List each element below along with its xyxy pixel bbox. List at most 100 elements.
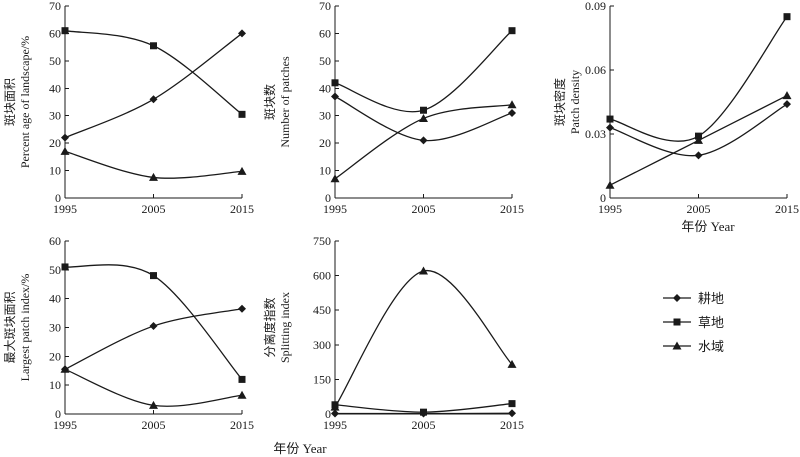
square-marker-icon — [673, 318, 681, 326]
data-point-diamond — [61, 133, 69, 142]
y-tick-label: 300 — [313, 338, 331, 352]
data-point-square — [606, 115, 614, 123]
y-tick-label: 40 — [49, 292, 61, 306]
y-tick-label: 60 — [49, 234, 61, 248]
y-tick-label: 450 — [313, 303, 331, 317]
data-point-triangle — [237, 166, 247, 175]
data-point-diamond — [419, 136, 428, 145]
y-tick-label: 20 — [49, 349, 61, 363]
chart-percent-of-landscape: 斑块面积 Percent age of landscape/% 0 10 20 30 4… — [3, 0, 254, 216]
y-tick-label: 50 — [49, 263, 61, 277]
y-tick-label: 40 — [49, 81, 61, 95]
data-point-triangle — [60, 364, 70, 373]
x-tick-label: 2005 — [412, 202, 436, 216]
legend-item-water: 水域 — [663, 339, 724, 354]
y-tick-label: 0.03 — [585, 127, 606, 141]
legend-item-grassland: 草地 — [663, 315, 724, 330]
x-tick-label: 1995 — [53, 202, 77, 216]
data-point-diamond — [783, 100, 791, 109]
x-tick-label: 2005 — [142, 418, 166, 432]
data-point-triangle — [419, 266, 428, 275]
y-tick-label: 0 — [600, 191, 606, 205]
y-tick-label: 0.06 — [585, 63, 606, 77]
data-point-triangle — [694, 135, 703, 144]
x-tick-label: 1995 — [598, 202, 622, 216]
y-tick-label: 750 — [313, 234, 331, 248]
x-axis-label-bottom: 年份 Year — [273, 441, 327, 456]
y-tick-label: 600 — [313, 269, 331, 283]
series-line — [334, 30, 513, 113]
data-point-diamond — [508, 108, 516, 117]
y-tick-label: 40 — [319, 81, 331, 95]
data-point-triangle — [149, 172, 158, 181]
data-point-triangle — [782, 91, 792, 100]
y-tick-label: 30 — [49, 109, 61, 123]
y-axis-label-cn: 斑块密度 — [552, 78, 567, 126]
data-point-diamond — [331, 409, 339, 418]
data-point-square — [150, 42, 157, 50]
triangle-marker-icon — [672, 341, 682, 350]
x-tick-label: 1995 — [53, 418, 77, 432]
y-tick-label: 70 — [319, 0, 331, 13]
data-point-triangle — [605, 180, 615, 189]
y-tick-label: 10 — [319, 164, 331, 178]
data-point-triangle — [419, 113, 428, 122]
x-tick-label: 2005 — [142, 202, 166, 216]
y-tick-label: 10 — [49, 378, 61, 392]
data-point-square — [238, 110, 246, 118]
data-point-square — [783, 13, 791, 21]
data-point-diamond — [238, 304, 246, 313]
y-tick-label: 60 — [49, 26, 61, 40]
y-tick-label: 150 — [313, 372, 331, 386]
y-axis-label-cn: 斑块面积 — [3, 78, 17, 126]
legend-item-cropland: 耕地 — [663, 291, 724, 306]
data-point-square — [331, 79, 339, 87]
chart-largest-patch-index: 最大斑块面积 Largest patch index/% 0 10 20 30 40 50… — [3, 234, 254, 432]
x-tick-label: 2015 — [500, 418, 524, 432]
series-line — [64, 308, 243, 370]
y-axis-label-en: Percent age of landscape/% — [18, 36, 32, 168]
y-tick-label: 20 — [319, 136, 331, 150]
y-axis-label-en: Splitting index — [278, 292, 292, 363]
diamond-marker-icon — [673, 294, 681, 302]
chart-number-of-patches: 斑块数 Number of patches 0 10 20 30 40 50 60 70 199… — [262, 0, 524, 216]
data-point-diamond — [149, 95, 158, 104]
x-tick-label: 1995 — [323, 202, 347, 216]
y-axis-label-cn: 最大斑块面积 — [3, 291, 17, 363]
x-tick-label: 2005 — [687, 202, 711, 216]
y-axis-label-cn: 斑块数 — [262, 84, 277, 120]
data-point-square — [61, 27, 69, 35]
data-point-triangle — [149, 400, 158, 409]
data-point-square — [238, 375, 246, 383]
x-tick-label: 2015 — [230, 202, 254, 216]
y-tick-label: 0 — [325, 407, 331, 421]
legend-label: 耕地 — [698, 291, 724, 306]
y-tick-label: 0.09 — [585, 0, 606, 13]
data-point-triangle — [507, 100, 517, 109]
data-point-square — [150, 272, 157, 280]
y-tick-label: 60 — [319, 26, 331, 40]
y-tick-label: 0 — [55, 191, 61, 205]
data-point-diamond — [508, 409, 516, 418]
y-tick-label: 30 — [319, 109, 331, 123]
x-tick-label: 2015 — [230, 418, 254, 432]
data-point-diamond — [694, 151, 703, 160]
y-tick-label: 70 — [49, 0, 61, 13]
series-line — [64, 368, 243, 407]
y-tick-label: 10 — [49, 164, 61, 178]
y-tick-label: 30 — [49, 321, 61, 335]
chart-splitting-index: 分离度指数 Splitting index 0 150 300 450 600 750 19… — [262, 234, 524, 432]
y-axis-label-en: Largest patch index/% — [18, 274, 32, 382]
y-tick-label: 50 — [49, 54, 61, 68]
y-tick-label: 50 — [319, 54, 331, 68]
y-axis-label-en: Patch density — [568, 70, 582, 134]
y-tick-label: 0 — [325, 191, 331, 205]
data-point-triangle — [330, 402, 340, 411]
legend: 耕地 草地 水域 — [663, 291, 724, 354]
y-tick-label: 0 — [55, 407, 61, 421]
data-point-diamond — [606, 123, 614, 132]
data-point-square — [420, 106, 427, 114]
data-point-triangle — [237, 390, 247, 399]
y-axis-label-cn: 分离度指数 — [262, 297, 277, 357]
